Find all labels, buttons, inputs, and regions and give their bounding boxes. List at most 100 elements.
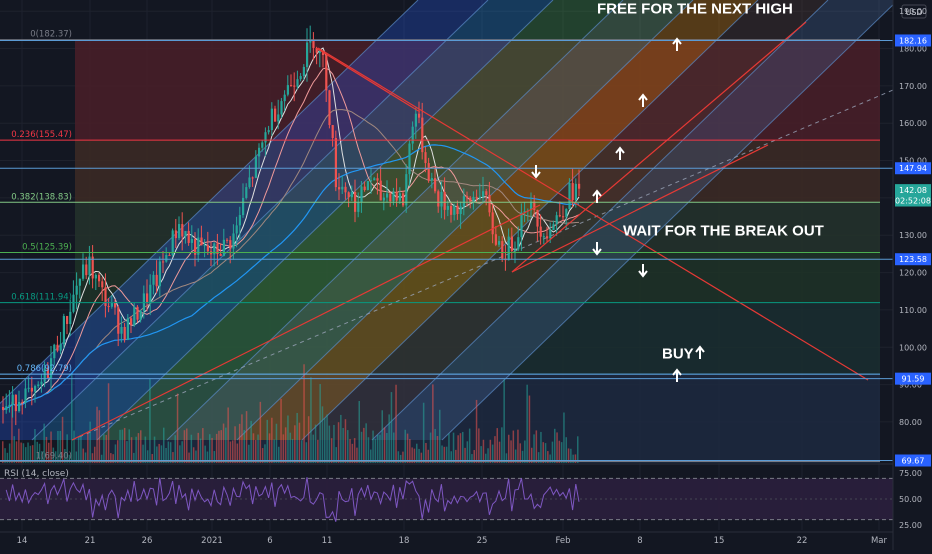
candle-body <box>5 406 8 410</box>
volume-bar <box>393 432 395 463</box>
volume-bar <box>197 432 199 463</box>
volume-bar <box>4 448 6 463</box>
volume-bar <box>287 415 289 463</box>
volume-bar <box>480 446 482 463</box>
volume-bar <box>190 434 193 463</box>
price-tick: 170.00 <box>899 82 927 91</box>
candle-body <box>402 193 405 206</box>
candle-body <box>376 178 379 181</box>
volume-bar <box>399 454 402 463</box>
candle-body <box>187 231 190 243</box>
candle-body <box>366 181 369 191</box>
candle-body <box>62 316 65 345</box>
volume-bar <box>501 427 503 463</box>
channel-line <box>96 0 554 441</box>
volume-bar <box>376 434 379 463</box>
candle-body <box>30 387 33 392</box>
volume-bar <box>179 445 181 463</box>
candle-body <box>126 318 129 340</box>
volume-bar <box>572 454 574 463</box>
volume-bar <box>482 439 485 463</box>
volume-bar <box>243 430 245 463</box>
volume-bar <box>89 421 91 463</box>
volume-bar <box>126 441 128 463</box>
candle-body <box>293 85 296 87</box>
candle-body <box>46 368 49 378</box>
candle-body <box>360 186 363 203</box>
volume-bar <box>153 436 156 463</box>
volume-bar <box>427 449 429 463</box>
volume-bar <box>59 430 61 463</box>
candle-body <box>475 196 478 199</box>
volume-bar <box>397 451 400 463</box>
volume-bar <box>255 439 257 463</box>
volume-bar <box>202 428 204 463</box>
annotations: FREE FOR THE NEXT HIGH WAIT FOR THE BREAK… <box>531 0 824 382</box>
fib-label: 1(69.40) <box>36 452 72 462</box>
volume-bar <box>82 448 84 463</box>
volume-bar <box>291 438 294 463</box>
volume-bar <box>22 443 25 463</box>
volume-bar <box>266 419 268 463</box>
volume-bar <box>551 441 554 463</box>
volume-bar <box>547 451 549 463</box>
volume-bar <box>206 451 209 463</box>
volume-bar <box>351 443 354 463</box>
volume-bar <box>450 451 452 463</box>
volume-bar <box>128 429 130 463</box>
volume-bar <box>11 401 13 463</box>
volume-bar <box>119 429 121 463</box>
volume-bar <box>183 430 186 463</box>
fib-zone <box>75 252 880 303</box>
price-label: 182.16 <box>899 36 927 45</box>
candle-body <box>40 381 43 385</box>
arrow-up-icon <box>672 368 682 382</box>
volume-bar <box>452 432 455 463</box>
date-tick: 8 <box>637 536 642 546</box>
candle-body <box>392 191 395 202</box>
volume-bar <box>517 429 519 463</box>
candle-body <box>398 193 401 201</box>
candle-body <box>222 239 225 256</box>
volume-bar <box>158 443 160 463</box>
price-tick: 150.00 <box>899 157 927 166</box>
volume-bar <box>71 373 73 463</box>
volume-bar <box>64 448 66 463</box>
channel-line <box>31 0 489 441</box>
volume-bar <box>360 431 363 463</box>
volume-bar <box>188 452 190 463</box>
candle-body <box>485 191 488 195</box>
candle-body <box>472 196 475 202</box>
candle-body <box>450 206 453 215</box>
volume-bar <box>275 423 278 463</box>
candle-body <box>66 316 69 324</box>
candle-body <box>546 236 549 239</box>
candle-body <box>53 344 56 359</box>
price-tick: 190.00 <box>899 7 927 16</box>
arrow-head <box>615 146 625 154</box>
candle-body <box>94 274 97 279</box>
volume-bar <box>163 427 165 463</box>
volume-bar <box>146 450 149 463</box>
candle-body <box>264 132 267 143</box>
volume-bar <box>388 414 390 463</box>
volume-bar <box>577 436 579 463</box>
candle-body <box>50 358 53 378</box>
volume-bar <box>103 434 105 463</box>
fib-label: 0.382(138.83) <box>11 192 72 202</box>
candle-body <box>437 191 440 207</box>
volume-bar <box>344 419 347 463</box>
volume-bar <box>284 427 287 463</box>
volume-bar <box>379 434 381 463</box>
candle-body <box>350 192 353 198</box>
candle-body <box>251 177 254 179</box>
volume-bar <box>441 445 443 463</box>
volume-bar <box>416 443 418 463</box>
volume-bar <box>570 448 572 463</box>
volume-bar <box>84 452 87 463</box>
volume-bar <box>324 418 326 463</box>
channel-band <box>97 0 623 440</box>
volume-bar <box>280 398 282 463</box>
candle-body <box>34 386 37 392</box>
